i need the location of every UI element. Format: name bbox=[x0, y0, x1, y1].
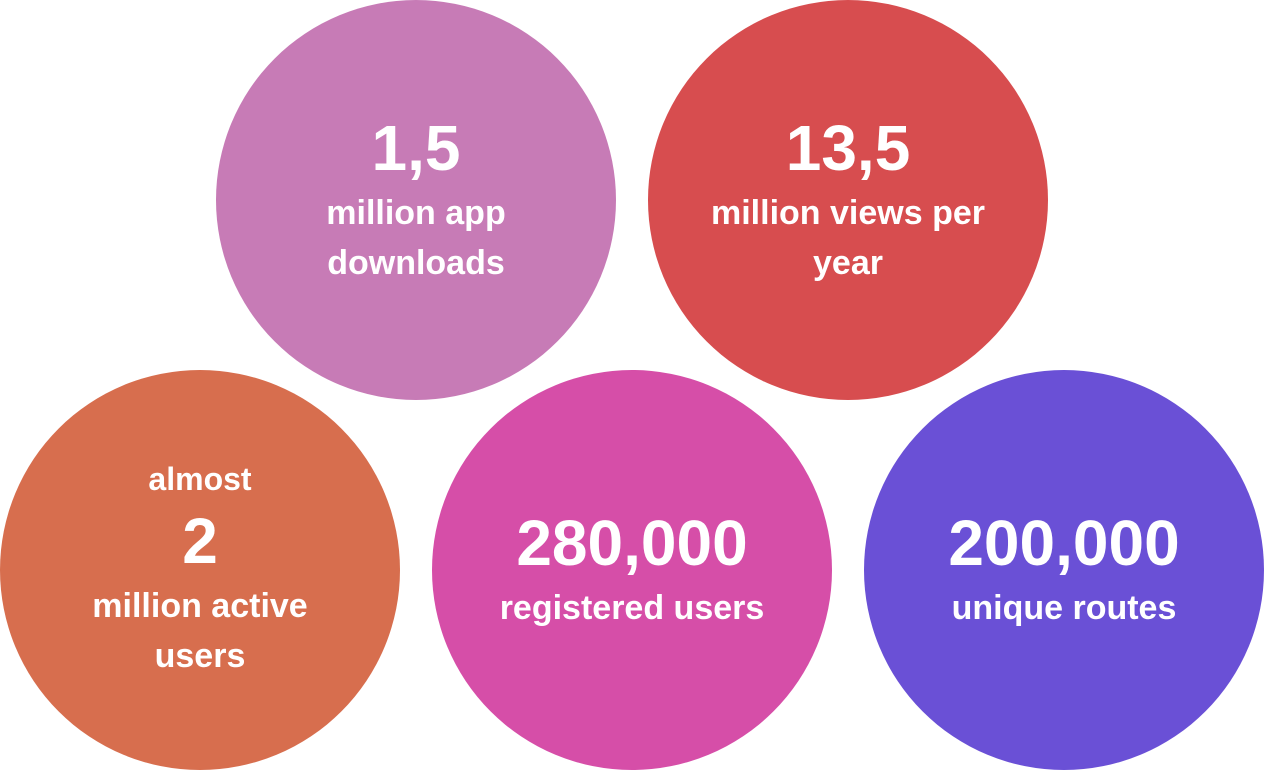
stat-circle: 280,000 registered users bbox=[432, 370, 832, 770]
stat-prefix: almost bbox=[148, 461, 252, 497]
stat-circle: 13,5 million views per year bbox=[648, 0, 1048, 400]
stat-label: million views per year bbox=[711, 194, 985, 282]
stat-circle: 1,5 million app downloads bbox=[216, 0, 616, 400]
stat-circle: almost 2 million active users bbox=[0, 370, 400, 770]
stat-number: 200,000 bbox=[948, 507, 1180, 579]
stat-label: million active users bbox=[92, 587, 308, 675]
stat-number: 280,000 bbox=[516, 507, 748, 579]
stat-number: 13,5 bbox=[785, 112, 911, 184]
stat-label: registered users bbox=[499, 589, 765, 627]
stat-number: 2 bbox=[182, 505, 218, 577]
stat-number: 1,5 bbox=[371, 112, 461, 184]
stat-circle: 200,000 unique routes bbox=[864, 370, 1264, 770]
stat-label: unique routes bbox=[951, 589, 1177, 627]
stat-label: million app downloads bbox=[326, 194, 506, 282]
